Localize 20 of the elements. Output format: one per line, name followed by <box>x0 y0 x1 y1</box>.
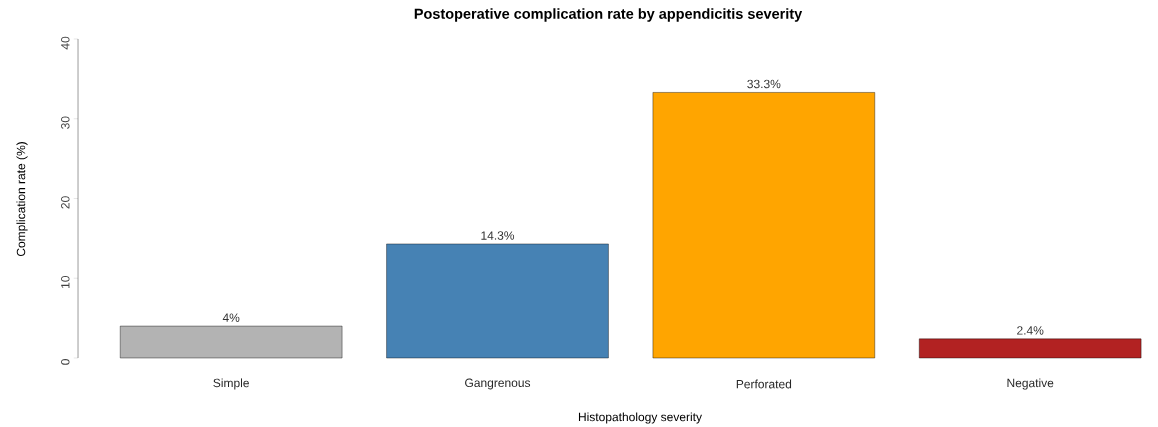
x-tick-label: Perforated <box>736 379 792 389</box>
bar <box>919 338 1142 359</box>
data-label: 33.3% <box>747 79 781 89</box>
y-tick-label: 0 <box>61 359 70 365</box>
data-label: 2.4% <box>1017 326 1044 335</box>
data-label: 4% <box>222 313 240 322</box>
x-tick-label: Simple <box>213 378 249 390</box>
y-tick-label: 30 <box>61 116 70 129</box>
y-tick-label: 40 <box>61 36 70 50</box>
x-axis-title: Histopathology severity <box>578 412 702 424</box>
x-tick-label: Negative <box>1007 378 1054 390</box>
x-tick-label: Gangrenous <box>465 378 531 390</box>
data-label: 14.3% <box>481 231 515 240</box>
bar <box>652 92 875 359</box>
bar <box>386 243 609 359</box>
chart-title: Postoperative complication rate by appendicitis severity <box>414 8 803 22</box>
y-tick-label: 20 <box>61 196 70 209</box>
y-tick-label: 10 <box>61 276 70 288</box>
bar <box>120 325 343 359</box>
y-axis-title: Complication rate (%) <box>16 142 28 257</box>
